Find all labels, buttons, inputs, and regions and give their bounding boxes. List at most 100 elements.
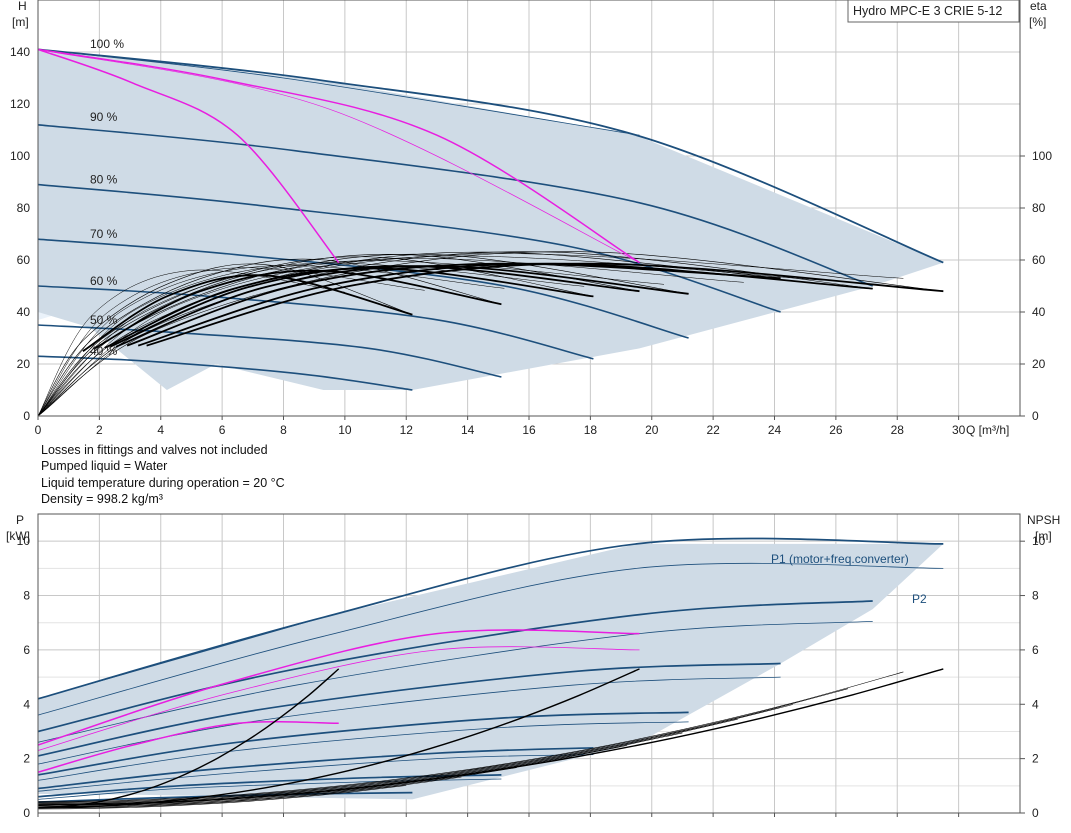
x-tick-label: 22 (706, 423, 720, 437)
x-tick-label: 6 (219, 423, 226, 437)
npsh-tick-label: 4 (1032, 697, 1039, 711)
flow-axis-label: Q [m³/h] (966, 423, 1009, 437)
npsh-curve-thin (37, 671, 904, 802)
p2-curve (37, 778, 502, 800)
notes-block: Losses in fittings and valves not includ… (41, 443, 285, 506)
npsh-curve-thin (37, 776, 462, 809)
p2-magenta (37, 646, 640, 751)
bottom-power-area (38, 543, 944, 800)
efficiency-curve (93, 269, 502, 350)
speed-curve-thin (37, 49, 640, 136)
efficiency-curve (146, 262, 944, 347)
note-temperature: Liquid temperature during operation = 20… (41, 476, 285, 490)
npsh-axis-unit: [m] (1035, 529, 1052, 543)
x-tick-label: 2 (96, 423, 103, 437)
speed-curve (37, 285, 594, 360)
power-axis-label: P (16, 513, 24, 527)
x-tick-label: 18 (584, 423, 598, 437)
efficiency-curve-thin (37, 253, 904, 417)
note-liquid: Pumped liquid = Water (41, 459, 167, 473)
top-chart-ticks: 0 2 4 6 8 10 12 14 16 18 20 22 24 26 28 300204060801001… (10, 45, 1052, 437)
x-tick-label: 20 (645, 423, 659, 437)
efficiency-curve-thin (37, 258, 744, 417)
speed-label: 100 % (90, 37, 124, 51)
npsh-curve (37, 668, 640, 809)
chart-title-box (847, 0, 1020, 23)
npsh-tick-label: 2 (1032, 752, 1039, 766)
y2-tick-label: 100 (1032, 149, 1052, 163)
p1-curve (37, 662, 781, 757)
npsh-tick-label: 0 (1032, 806, 1039, 820)
speed-label: 60 % (90, 274, 118, 288)
x-tick-label: 0 (35, 423, 42, 437)
power-tick-label: 4 (23, 697, 30, 711)
y2-tick-label: 60 (1032, 253, 1046, 267)
p2-curve (37, 676, 781, 765)
power-tick-label: 0 (23, 806, 30, 820)
top-chart-curves: 100 % 90 % 80 % 70 % 60 % 50 % 40 % (37, 37, 944, 417)
npsh-curve-thin (37, 704, 793, 804)
speed-curve (37, 183, 781, 313)
npsh-curve-thin (37, 732, 683, 806)
efficiency-curve-thin (37, 253, 640, 417)
y2-tick-label: 20 (1032, 357, 1046, 371)
p1-curve (37, 537, 944, 700)
npsh-tick-label: 8 (1032, 589, 1039, 603)
efficiency-curve (137, 262, 873, 347)
efficiency-curve-thin (37, 258, 502, 417)
p1-curve (37, 746, 594, 790)
efficiency-curve-thin (37, 251, 873, 417)
power-area (38, 543, 944, 800)
x-tick-label: 12 (400, 423, 414, 437)
speed-curve (37, 355, 413, 391)
y-tick-label: 100 (10, 149, 30, 163)
npsh-curve-thin (37, 785, 407, 810)
x-tick-label: 28 (891, 423, 905, 437)
power-tick-label: 8 (23, 589, 30, 603)
series-label-p2: P2 (912, 592, 927, 606)
y2-tick-label: 80 (1032, 201, 1046, 215)
efficiency-curve-thin (37, 255, 824, 417)
y-tick-label: 0 (23, 409, 30, 423)
head-axis-label: H (18, 0, 27, 13)
p1-curve-thin (37, 616, 324, 700)
efficiency-curve-thin (37, 260, 665, 417)
x-tick-label: 8 (280, 423, 287, 437)
npsh-tick-label: 10 (1032, 534, 1046, 548)
x-tick-label: 4 (157, 423, 164, 437)
p1-curve (37, 774, 502, 798)
operating-area (38, 49, 944, 391)
y2-tick-label: 0 (1032, 409, 1039, 423)
x-tick-label: 16 (522, 423, 536, 437)
efficiency-curve-thin (37, 253, 689, 417)
npsh-curve-thin (37, 718, 738, 805)
p1-curve (37, 711, 689, 776)
note-density: Density = 998.2 kg/m³ (41, 492, 163, 506)
npsh-curve-thin (37, 688, 849, 803)
p1-curve (37, 600, 873, 733)
y-tick-label: 80 (17, 201, 31, 215)
efficiency-curve (109, 265, 640, 348)
p1-magenta-2 (37, 720, 339, 773)
bottom-chart-ticks: 0 2 4 6 8 10 0 2 4 6 8 10 (17, 534, 1046, 820)
speed-label: 70 % (90, 227, 118, 241)
power-tick-label: 10 (17, 534, 31, 548)
y-tick-label: 60 (17, 253, 31, 267)
x-tick-label: 10 (338, 423, 352, 437)
head-axis-unit: [m] (12, 15, 29, 29)
speed-curve (37, 48, 944, 264)
efficiency-curve-thin (37, 267, 425, 417)
x-tick-label: 26 (829, 423, 843, 437)
efficiency-curve (126, 262, 781, 347)
efficiency-curve-thin (37, 262, 585, 417)
p2-curve (37, 754, 594, 792)
y-tick-label: 40 (17, 305, 31, 319)
y-tick-label: 120 (10, 97, 30, 111)
speed-label: 50 % (90, 313, 118, 327)
npsh-curve-thin (37, 745, 628, 806)
magenta-thin-curve (37, 49, 640, 263)
speed-label: 80 % (90, 172, 118, 186)
y2-tick-label: 40 (1032, 305, 1046, 319)
power-tick-label: 2 (23, 752, 30, 766)
